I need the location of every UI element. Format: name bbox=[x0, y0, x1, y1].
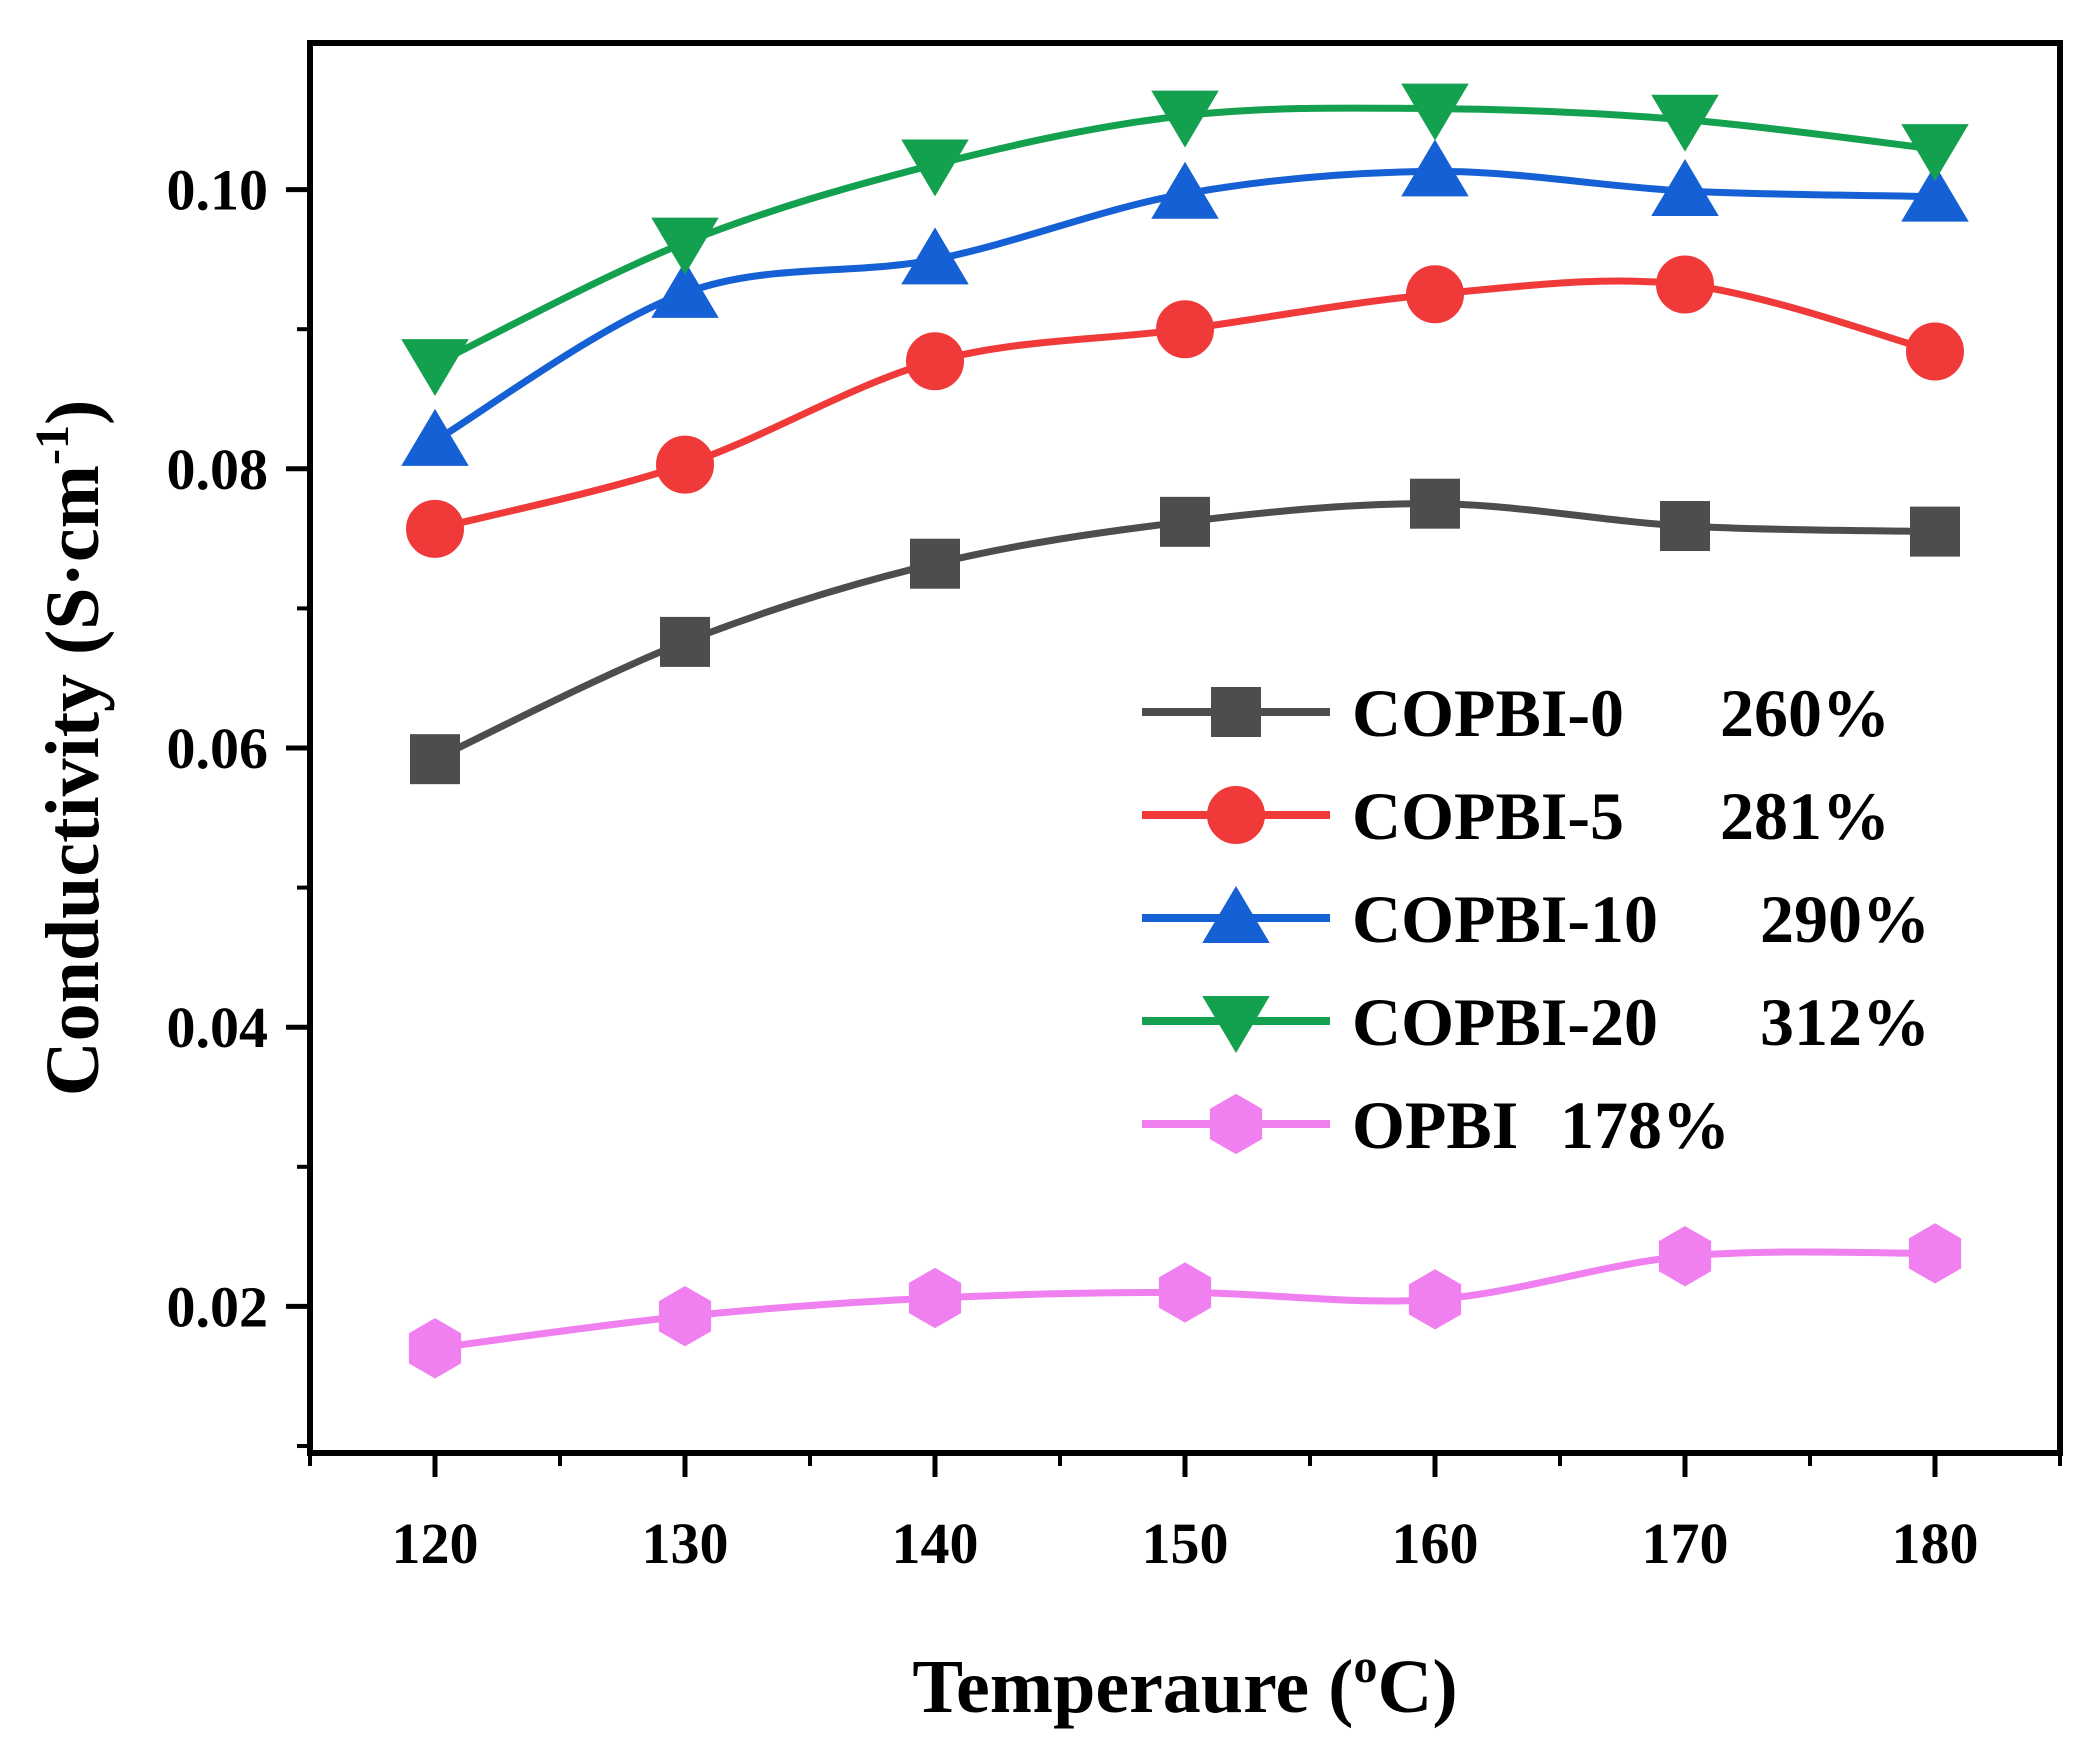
y-tick-label: 0.06 bbox=[167, 716, 269, 781]
series-opbi bbox=[408, 1223, 1962, 1379]
data-point bbox=[1151, 161, 1219, 219]
x-tick-label: 120 bbox=[392, 1511, 479, 1576]
legend-marker bbox=[1202, 886, 1270, 943]
y-tick-label: 0.02 bbox=[167, 1274, 269, 1339]
x-axis-ticks: 120 130 140 150 160 170 180 bbox=[308, 1453, 2062, 1576]
data-point bbox=[908, 1267, 962, 1329]
data-point bbox=[1660, 501, 1710, 552]
legend-label: COPBI-0 bbox=[1352, 675, 1624, 751]
y-axis-title: Conductivity (S·cm-1) bbox=[26, 400, 115, 1097]
legend-item: COPBI-20 312% bbox=[1142, 984, 1930, 1060]
x-tick-label: 150 bbox=[1142, 1511, 1229, 1576]
y-tick-label: 0.04 bbox=[167, 995, 269, 1060]
data-point bbox=[1160, 496, 1210, 547]
legend-marker bbox=[1202, 996, 1270, 1053]
data-point bbox=[1408, 1269, 1462, 1330]
x-tick-label: 130 bbox=[642, 1511, 729, 1576]
data-point bbox=[1656, 255, 1714, 314]
series-layer bbox=[401, 83, 1969, 1379]
y-tick-label: 0.10 bbox=[167, 158, 269, 223]
legend-marker bbox=[1211, 687, 1261, 737]
data-point bbox=[1651, 159, 1719, 216]
legend-label: COPBI-5 bbox=[1352, 778, 1624, 854]
legend-value: 312% bbox=[1760, 984, 1930, 1060]
data-point bbox=[1651, 94, 1719, 152]
x-tick-label: 160 bbox=[1392, 1511, 1479, 1576]
data-point bbox=[1658, 1226, 1712, 1287]
data-point bbox=[906, 332, 964, 391]
data-point bbox=[658, 1286, 712, 1347]
data-point bbox=[656, 435, 714, 494]
data-point bbox=[1156, 300, 1214, 359]
data-point bbox=[651, 260, 719, 318]
series-copbi-10 bbox=[401, 139, 1969, 466]
legend-label: COPBI-10 bbox=[1352, 881, 1658, 957]
data-point bbox=[901, 227, 969, 285]
data-point bbox=[1910, 506, 1960, 557]
data-point bbox=[1158, 1262, 1212, 1323]
data-point bbox=[1410, 478, 1460, 529]
x-tick-label: 170 bbox=[1642, 1511, 1729, 1576]
legend-marker bbox=[1209, 1093, 1263, 1155]
series-copbi-5 bbox=[406, 255, 1964, 558]
data-point bbox=[910, 538, 960, 589]
series-copbi-0 bbox=[410, 478, 1960, 785]
data-point bbox=[901, 139, 969, 197]
legend-value: 178% bbox=[1560, 1087, 1730, 1163]
legend-label: OPBI bbox=[1352, 1087, 1518, 1163]
x-tick-label: 140 bbox=[892, 1511, 979, 1576]
x-axis-title: Temperaure (oC) bbox=[912, 1640, 1457, 1729]
data-point bbox=[406, 499, 464, 558]
data-point bbox=[651, 217, 719, 275]
data-point bbox=[1906, 322, 1964, 381]
legend: COPBI-0 260%COPBI-5 281%COPBI-10 290%COPBI-… bbox=[1142, 675, 1930, 1163]
legend-value: 281% bbox=[1720, 778, 1890, 854]
data-point bbox=[1151, 90, 1219, 148]
legend-item: COPBI-5 281% bbox=[1142, 778, 1890, 854]
legend-item: OPBI 178% bbox=[1142, 1087, 1730, 1163]
data-point bbox=[401, 339, 469, 397]
data-point bbox=[1908, 1223, 1962, 1284]
series-copbi-20 bbox=[401, 83, 1969, 397]
data-point bbox=[1901, 124, 1969, 182]
data-point bbox=[410, 734, 460, 785]
legend-marker bbox=[1207, 786, 1265, 844]
data-point bbox=[1406, 265, 1464, 324]
data-point bbox=[408, 1318, 462, 1379]
legend-value: 290% bbox=[1760, 881, 1930, 957]
x-tick-label: 180 bbox=[1892, 1511, 1979, 1576]
data-point bbox=[1901, 164, 1969, 222]
data-point bbox=[401, 408, 469, 466]
legend-item: COPBI-10 290% bbox=[1142, 881, 1930, 957]
data-point bbox=[1401, 83, 1469, 141]
legend-value: 260% bbox=[1720, 675, 1890, 751]
legend-label: COPBI-20 bbox=[1352, 984, 1658, 1060]
data-point bbox=[1401, 139, 1469, 197]
data-point bbox=[660, 616, 710, 667]
legend-item: COPBI-0 260% bbox=[1142, 675, 1890, 751]
y-tick-label: 0.08 bbox=[167, 437, 269, 502]
y-axis-ticks: 0.02 0.04 0.06 0.08 0.10 bbox=[167, 158, 310, 1449]
